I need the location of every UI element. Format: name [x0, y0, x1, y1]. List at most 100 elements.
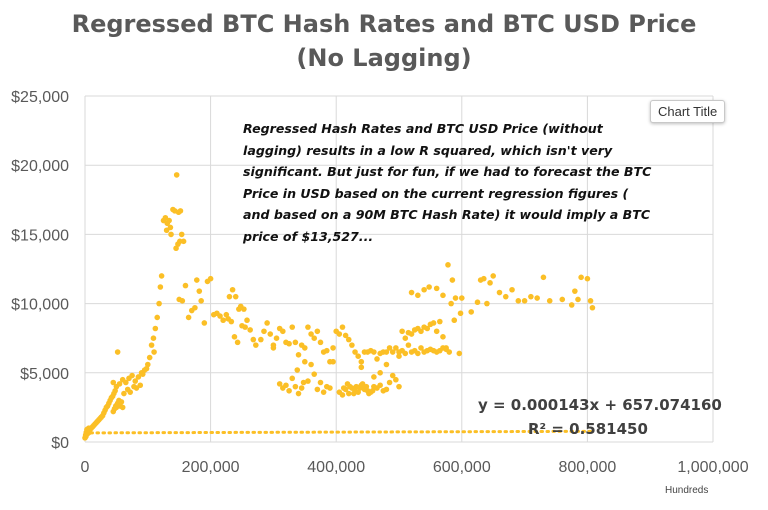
data-point: [157, 284, 164, 290]
data-point: [132, 378, 139, 384]
y-tick-label: $25,000: [11, 89, 69, 106]
data-point: [349, 342, 355, 348]
data-point: [253, 342, 259, 348]
data-point: [166, 217, 172, 224]
y-tick-label: $15,000: [11, 227, 69, 244]
y-tick-label: $0: [51, 435, 69, 452]
data-point: [289, 375, 296, 382]
data-point: [383, 361, 390, 368]
data-point: [421, 286, 427, 293]
data-point: [415, 350, 421, 357]
data-point: [480, 275, 487, 282]
data-point: [584, 275, 591, 282]
data-point: [502, 293, 509, 300]
data-point: [148, 342, 155, 348]
data-point: [418, 345, 424, 351]
data-point: [396, 383, 402, 390]
data-point: [270, 345, 277, 351]
data-point: [201, 320, 208, 326]
data-point: [451, 317, 458, 324]
data-point: [386, 345, 393, 351]
data-point: [371, 374, 377, 380]
data-point: [295, 352, 302, 358]
data-point: [110, 379, 117, 386]
data-point: [232, 293, 239, 300]
data-point: [305, 324, 311, 330]
chart-title-line-2: (No Lagging): [296, 44, 472, 72]
data-point: [568, 302, 575, 308]
data-point: [534, 295, 540, 301]
data-point: [156, 300, 162, 307]
data-point: [207, 275, 214, 282]
data-point: [452, 295, 459, 301]
data-point: [137, 382, 144, 389]
data-point: [363, 383, 370, 390]
data-point: [286, 340, 292, 347]
data-point: [250, 336, 257, 343]
data-point: [350, 390, 357, 397]
r-squared-label: R² = 0.581450: [528, 420, 648, 438]
y-tick-label: $10,000: [11, 297, 69, 314]
data-point: [289, 324, 296, 330]
chart-title-badge[interactable]: Chart Title: [650, 100, 726, 123]
data-point: [355, 353, 361, 359]
data-point: [305, 378, 311, 384]
data-point: [358, 364, 365, 371]
data-point: [408, 331, 415, 337]
data-point: [193, 277, 200, 283]
data-point: [377, 370, 383, 376]
data-point: [247, 327, 253, 333]
data-point: [150, 335, 157, 342]
x-tick-label: 400,000: [307, 459, 365, 476]
data-point: [449, 277, 456, 283]
data-point: [374, 356, 380, 362]
data-point: [408, 289, 415, 296]
y-tick-label: $5,000: [20, 366, 69, 383]
data-point: [474, 299, 481, 306]
data-point: [487, 280, 493, 286]
data-point: [300, 379, 307, 386]
data-point: [347, 383, 353, 390]
data-point: [228, 318, 235, 325]
data-point: [154, 314, 161, 321]
data-point: [572, 288, 578, 294]
data-point: [589, 304, 596, 311]
data-point: [320, 389, 327, 395]
data-point: [244, 317, 250, 324]
data-point: [311, 371, 318, 377]
data-point: [220, 317, 226, 324]
data-point: [118, 399, 125, 405]
data-point: [180, 238, 187, 245]
data-point: [559, 296, 566, 303]
data-point: [123, 379, 129, 386]
data-point: [127, 389, 134, 395]
data-point: [330, 358, 336, 365]
data-point: [217, 313, 223, 319]
data-point: [446, 349, 453, 355]
data-point: [383, 386, 390, 393]
data-point: [146, 354, 153, 361]
data-point: [294, 367, 301, 373]
data-point: [179, 298, 186, 304]
data-point: [496, 289, 503, 296]
data-point: [292, 339, 299, 346]
data-point: [383, 349, 390, 355]
data-point: [286, 387, 292, 394]
data-point: [196, 288, 203, 294]
data-point: [192, 304, 198, 311]
data-point: [393, 376, 399, 383]
data-point: [339, 324, 346, 330]
data-point: [371, 349, 377, 355]
data-point: [302, 358, 308, 365]
data-point: [389, 349, 396, 355]
data-point: [242, 324, 248, 330]
data-point: [258, 336, 264, 343]
data-point: [198, 298, 204, 304]
data-point: [308, 331, 314, 337]
data-point: [139, 371, 146, 377]
data-point: [490, 273, 497, 279]
data-point: [308, 361, 314, 368]
x-tick-label: 800,000: [558, 459, 616, 476]
data-point: [314, 328, 321, 335]
data-point: [468, 309, 475, 315]
